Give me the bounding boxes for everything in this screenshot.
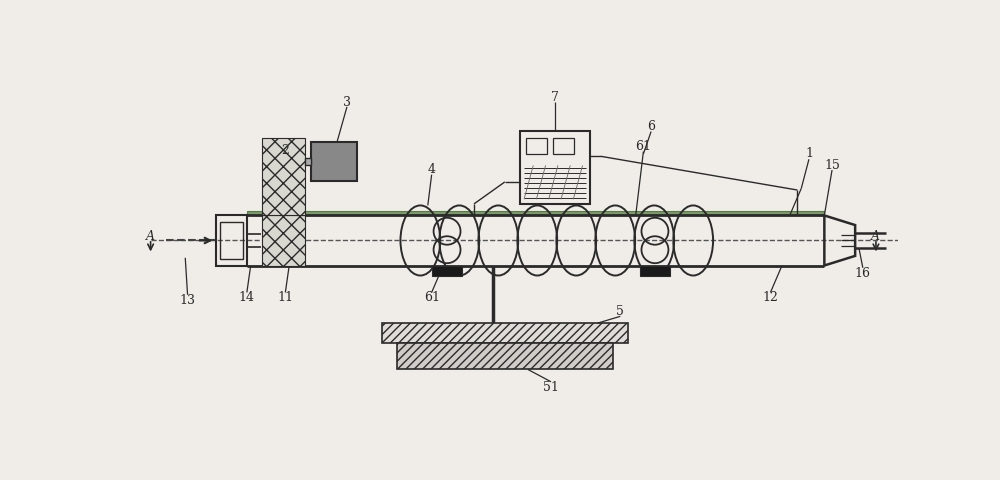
Text: 61: 61 [635,140,651,153]
Text: 3: 3 [343,96,351,109]
Bar [247,211,824,216]
Text: A: A [146,230,155,243]
Text: 4: 4 [428,163,436,176]
Text: 7: 7 [551,91,559,104]
Bar [305,158,311,166]
Bar [553,138,574,154]
Bar [520,131,590,204]
Text: 6: 6 [647,120,655,133]
Text: 14: 14 [239,291,255,304]
Text: 1: 1 [805,147,813,160]
Bar [382,323,628,343]
Text: 61: 61 [424,291,440,304]
Bar [432,265,462,276]
Text: A: A [871,230,880,243]
Bar [640,265,670,276]
Text: 11: 11 [277,291,293,304]
Bar [220,222,243,259]
Text: 51: 51 [543,381,559,394]
Text: 5: 5 [616,305,624,318]
Text: 13: 13 [180,294,196,307]
Bar [262,138,305,216]
Bar [262,216,305,265]
Bar [397,343,613,370]
Bar [526,138,547,154]
Text: 2: 2 [281,144,289,156]
Text: 15: 15 [824,159,840,172]
Bar [216,216,247,265]
Bar [311,142,357,181]
Text: 12: 12 [763,291,778,304]
Text: 16: 16 [855,267,871,280]
